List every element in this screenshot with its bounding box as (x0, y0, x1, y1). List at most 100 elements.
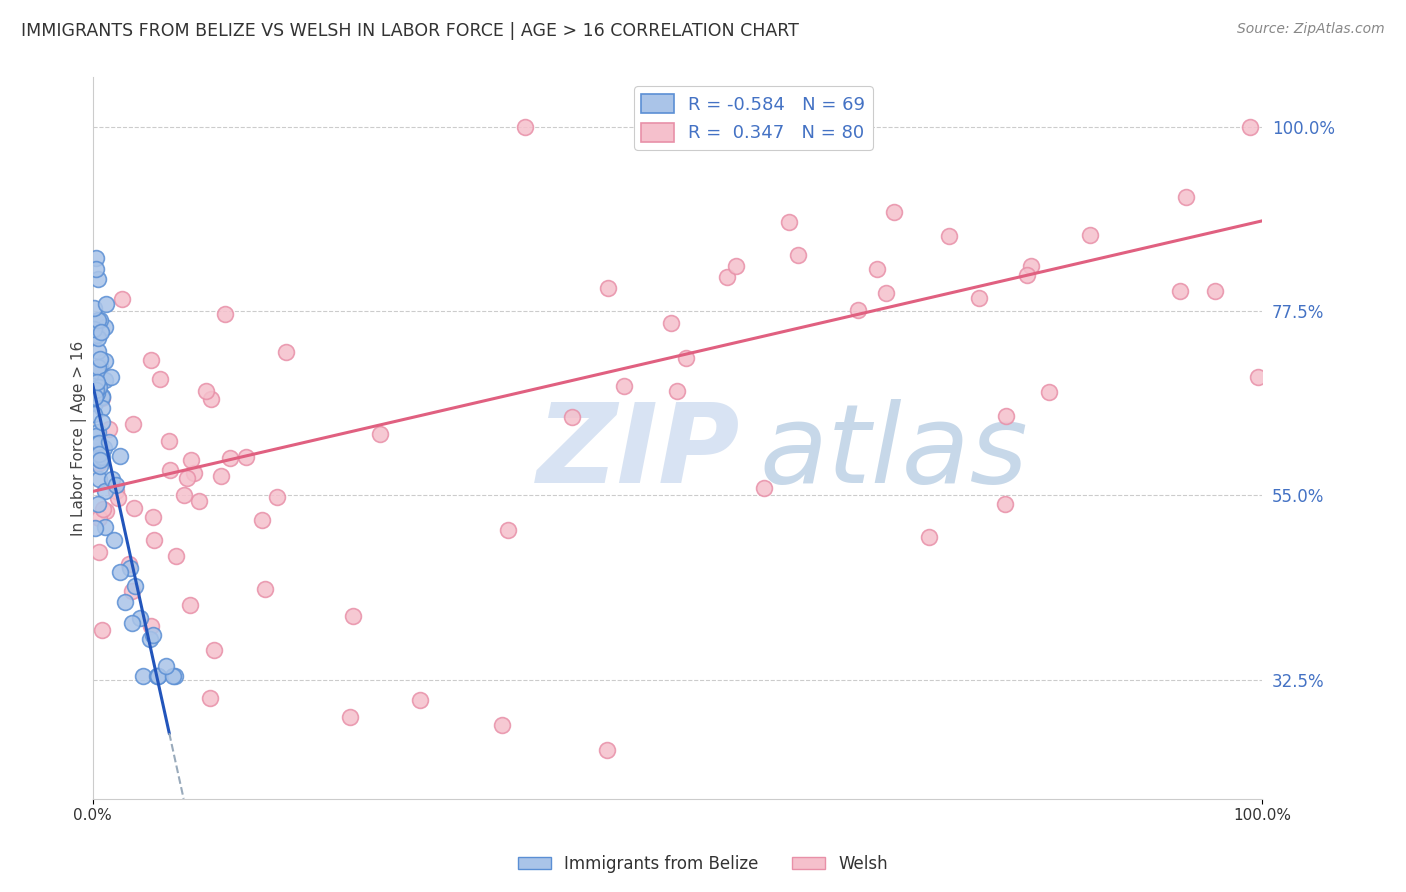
Point (1168, 284, 1191, 298)
Point (104, 478, 127, 492)
Point (917, 530, 939, 544)
Point (883, 205, 905, 219)
Point (89, 458, 111, 473)
Point (90, 416, 112, 430)
Point (146, 669, 169, 683)
Point (276, 344, 298, 359)
Point (200, 392, 222, 407)
Point (83, 394, 105, 409)
Y-axis label: In Labor Force | Age > 16: In Labor Force | Age > 16 (72, 341, 87, 536)
Point (89, 313, 111, 327)
Point (87, 344, 110, 359)
Point (148, 372, 170, 386)
Point (87, 472, 110, 486)
Point (94, 320, 117, 334)
Point (89, 436, 111, 450)
Point (89, 359, 111, 373)
Point (368, 426, 391, 441)
Point (142, 509, 165, 524)
Text: atlas: atlas (759, 399, 1028, 506)
Point (90, 390, 112, 404)
Point (87, 497, 110, 511)
Point (83, 395, 105, 409)
Point (183, 466, 205, 480)
Point (496, 523, 519, 537)
Point (108, 449, 131, 463)
Point (613, 379, 636, 393)
Point (165, 669, 187, 683)
Point (162, 669, 184, 683)
Point (86, 425, 108, 440)
Point (128, 611, 150, 625)
Point (87, 510, 110, 524)
Point (84, 383, 107, 397)
Point (114, 595, 136, 609)
Point (716, 270, 738, 285)
Text: ZIP: ZIP (537, 399, 741, 506)
Point (159, 434, 181, 449)
Point (194, 384, 217, 399)
Point (89, 351, 111, 366)
Point (141, 353, 163, 368)
Point (665, 384, 688, 398)
Point (103, 533, 125, 548)
Point (105, 484, 128, 499)
Point (86, 428, 108, 442)
Point (94, 520, 117, 534)
Point (155, 659, 177, 673)
Point (659, 316, 682, 330)
Point (84, 251, 107, 265)
Point (132, 669, 155, 683)
Point (91, 450, 114, 464)
Point (778, 215, 800, 229)
Point (86, 375, 108, 389)
Point (742, 103, 765, 118)
Point (87, 451, 110, 466)
Point (97, 422, 120, 436)
Point (83, 391, 105, 405)
Point (91, 389, 114, 403)
Point (83, 407, 105, 421)
Point (202, 642, 225, 657)
Point (90, 442, 112, 456)
Point (491, 718, 513, 732)
Point (108, 566, 131, 580)
Point (724, 259, 747, 273)
Point (198, 691, 221, 706)
Point (219, 450, 242, 465)
Point (84, 521, 107, 535)
Text: Source: ZipAtlas.com: Source: ZipAtlas.com (1237, 22, 1385, 37)
Point (339, 710, 361, 724)
Point (1080, 228, 1102, 243)
Point (515, 120, 537, 134)
Point (124, 579, 146, 593)
Point (89, 453, 111, 467)
Point (209, 468, 232, 483)
Point (122, 500, 145, 515)
Point (188, 494, 211, 508)
Point (1204, 284, 1226, 298)
Point (409, 693, 432, 707)
Point (266, 491, 288, 505)
Legend: Immigrants from Belize, Welsh: Immigrants from Belize, Welsh (510, 848, 896, 880)
Point (752, 481, 775, 495)
Point (1175, 190, 1198, 204)
Point (100, 370, 122, 384)
Point (1247, 370, 1270, 384)
Point (148, 669, 170, 683)
Point (165, 549, 187, 563)
Point (87, 545, 110, 559)
Point (91, 391, 114, 405)
Point (675, 351, 697, 365)
Point (94, 504, 117, 518)
Point (1038, 384, 1060, 399)
Point (787, 247, 810, 261)
Legend: R = -0.584   N = 69, R =  0.347   N = 80: R = -0.584 N = 69, R = 0.347 N = 80 (634, 87, 873, 150)
Point (91, 624, 114, 638)
Point (107, 491, 129, 506)
Point (93, 354, 115, 368)
Point (139, 632, 162, 647)
Point (89, 380, 111, 394)
Point (87, 359, 110, 374)
Point (250, 513, 273, 527)
